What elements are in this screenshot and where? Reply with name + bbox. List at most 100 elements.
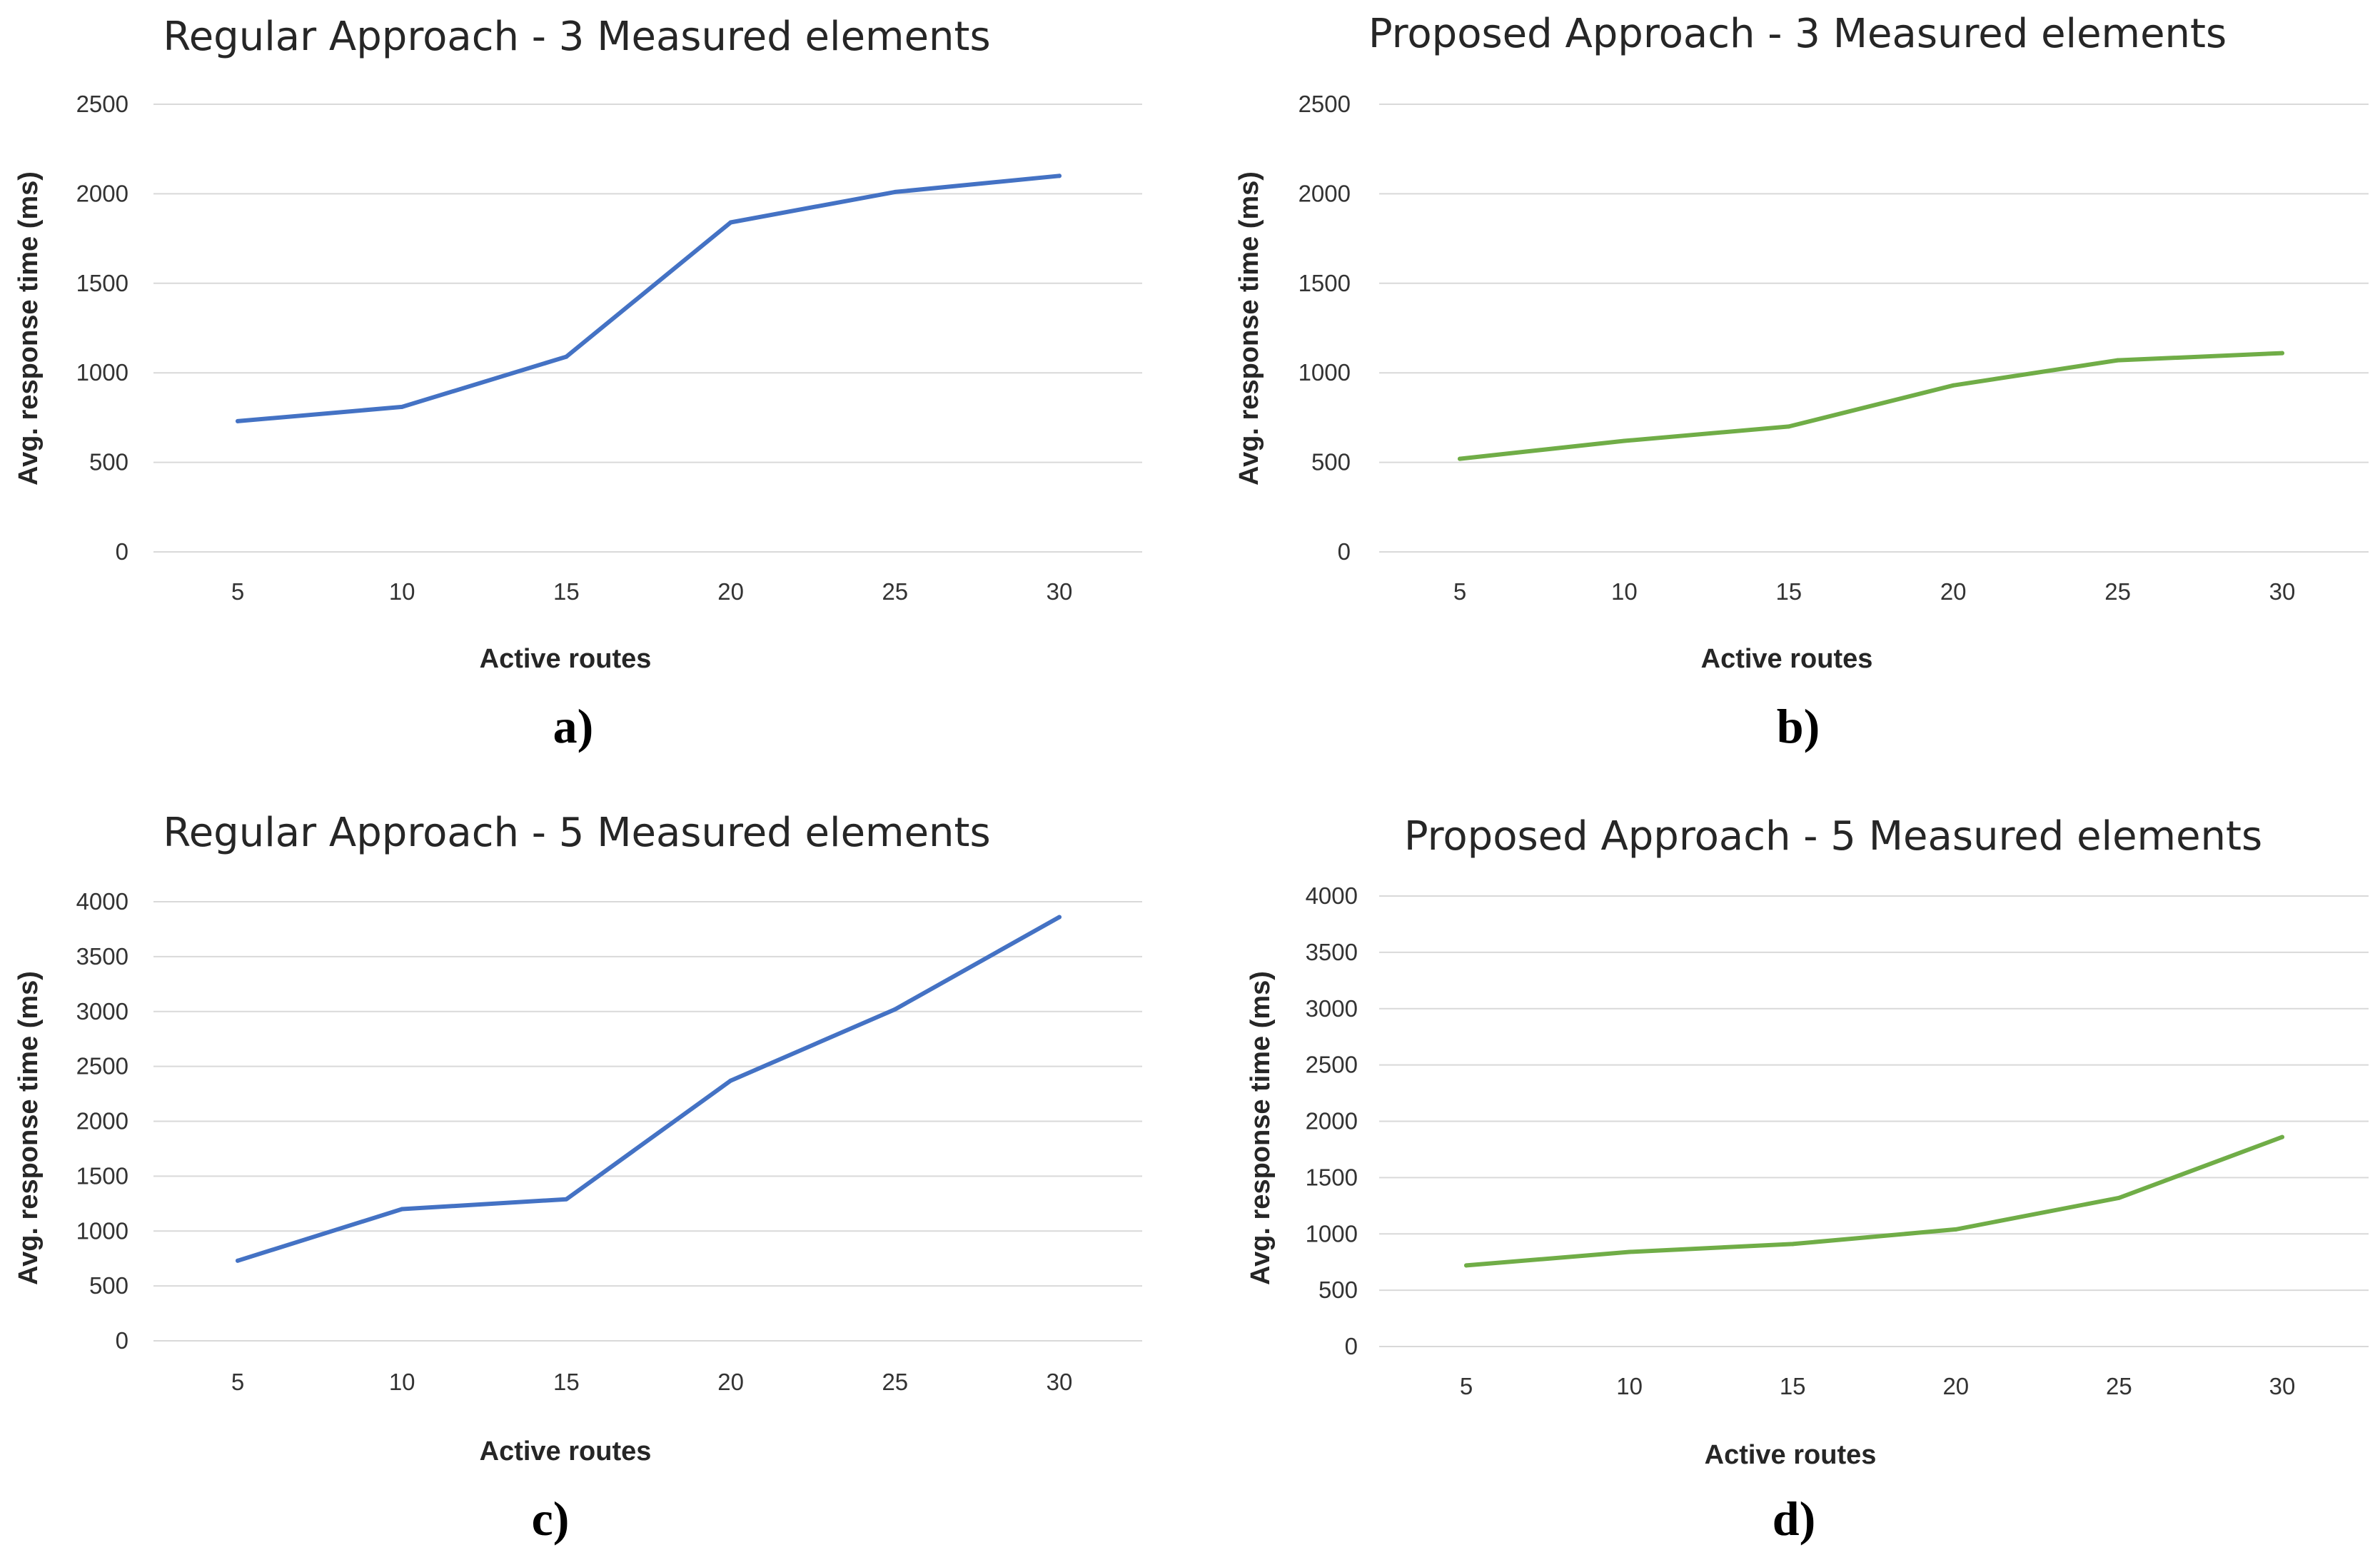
y-tick-label: 2000 <box>1299 180 1351 206</box>
y-tick-label: 500 <box>89 1272 128 1299</box>
y-tick-label: 1000 <box>76 359 128 386</box>
x-tick-label: 30 <box>2269 1373 2296 1399</box>
x-tick-label: 20 <box>1940 578 1967 605</box>
y-axis-label: Avg. response time (ms) <box>14 971 44 1285</box>
y-tick-label: 500 <box>89 449 128 475</box>
x-tick-label: 10 <box>1611 578 1638 605</box>
data-point <box>564 1197 569 1202</box>
chart-title: Proposed Approach - 3 Measured elements <box>1368 11 2227 57</box>
y-axis-label: Avg. response time (ms) <box>14 171 44 485</box>
chart-panel: Regular Approach - 3 Measured elements 0 5… <box>14 14 1142 753</box>
x-tick-label: 10 <box>389 1369 415 1395</box>
series-line <box>236 915 1062 1263</box>
x-tick-label: 5 <box>1453 578 1466 605</box>
y-tick-label: 2000 <box>76 1108 128 1134</box>
y-tick-label: 2000 <box>1306 1108 1358 1134</box>
y-tick-label: 2500 <box>1299 91 1351 117</box>
x-tick-label: 25 <box>882 1369 908 1395</box>
data-point <box>1458 456 1462 461</box>
data-point <box>728 1078 733 1083</box>
series-line <box>1464 1134 2284 1268</box>
x-axis-label: Active routes <box>480 644 652 674</box>
data-point <box>1951 383 1956 388</box>
y-tick-label: 0 <box>1345 1333 1358 1359</box>
data-point <box>400 404 405 409</box>
y-tick-label: 0 <box>116 538 128 565</box>
chart-panel: Regular Approach - 5 Measured elements 0 5… <box>14 810 1142 1546</box>
data-point <box>1464 1263 1468 1268</box>
y-axis-label: Avg. response time (ms) <box>1246 971 1276 1285</box>
y-tick-label: 3000 <box>1306 995 1358 1022</box>
y-tick-label: 0 <box>1338 538 1351 565</box>
x-axis-label: Active routes <box>480 1436 652 1466</box>
data-point <box>2280 351 2284 356</box>
data-point <box>400 1207 405 1212</box>
x-tick-label: 30 <box>1047 1369 1073 1395</box>
x-tick-label: 5 <box>1460 1373 1473 1399</box>
y-tick-label: 1500 <box>1306 1164 1358 1190</box>
y-tick-label: 2000 <box>76 180 128 206</box>
y-tick-label: 4000 <box>76 888 128 915</box>
data-point <box>236 1258 240 1263</box>
chart-title: Regular Approach - 5 Measured elements <box>163 810 990 856</box>
x-tick-label: 30 <box>1047 578 1073 605</box>
series-line <box>1458 351 2284 461</box>
x-tick-label: 15 <box>553 578 580 605</box>
data-point <box>2280 1134 2284 1139</box>
x-tick-label: 5 <box>231 578 244 605</box>
data-point <box>892 189 897 194</box>
y-tick-label: 1000 <box>1306 1220 1358 1247</box>
data-point <box>564 354 569 359</box>
data-point <box>728 220 733 225</box>
data-point <box>1953 1227 1958 1232</box>
y-tick-label: 500 <box>1311 449 1351 475</box>
data-point <box>892 1007 897 1012</box>
x-tick-label: 10 <box>389 578 415 605</box>
x-tick-label: 15 <box>553 1369 580 1395</box>
x-axis-label: Active routes <box>1705 1440 1877 1470</box>
y-tick-label: 3500 <box>76 943 128 970</box>
panel-label: c) <box>532 1491 570 1546</box>
data-point <box>1627 1249 1632 1254</box>
data-point <box>1786 424 1791 429</box>
chart-title: Regular Approach - 3 Measured elements <box>163 14 990 60</box>
x-tick-label: 30 <box>2269 578 2296 605</box>
y-tick-label: 2500 <box>1306 1052 1358 1078</box>
y-tick-label: 2500 <box>76 1053 128 1080</box>
series-line <box>236 173 1062 423</box>
y-tick-label: 500 <box>1318 1277 1358 1303</box>
y-tick-label: 1500 <box>76 1162 128 1189</box>
y-tick-label: 1500 <box>76 270 128 296</box>
y-tick-label: 1000 <box>1299 359 1351 386</box>
data-point <box>1790 1242 1795 1247</box>
data-point <box>2115 358 2120 363</box>
panel-label: b) <box>1777 699 1820 753</box>
y-tick-label: 1000 <box>76 1217 128 1244</box>
chart-panel: Proposed Approach - 5 Measured elements 0… <box>1246 813 2369 1546</box>
y-tick-label: 3000 <box>76 998 128 1025</box>
y-tick-label: 2500 <box>76 91 128 117</box>
x-tick-label: 25 <box>2106 1373 2132 1399</box>
x-tick-label: 25 <box>882 578 908 605</box>
y-tick-label: 0 <box>116 1327 128 1354</box>
x-tick-label: 20 <box>717 578 744 605</box>
data-point <box>236 418 240 423</box>
panel-label: d) <box>1773 1491 1815 1546</box>
x-tick-label: 20 <box>717 1369 744 1395</box>
y-tick-label: 3500 <box>1306 939 1358 965</box>
chart-panel: Proposed Approach - 3 Measured elements 0… <box>1234 11 2369 753</box>
y-tick-label: 4000 <box>1306 882 1358 909</box>
chart-title: Proposed Approach - 5 Measured elements <box>1404 813 2262 860</box>
data-point <box>1057 915 1062 920</box>
y-tick-label: 1500 <box>1299 270 1351 296</box>
x-tick-label: 15 <box>1775 578 1802 605</box>
x-tick-label: 25 <box>2104 578 2131 605</box>
x-axis-label: Active routes <box>1701 644 1873 674</box>
y-axis-label: Avg. response time (ms) <box>1234 171 1264 485</box>
x-tick-label: 10 <box>1616 1373 1643 1399</box>
x-tick-label: 20 <box>1942 1373 1969 1399</box>
x-tick-label: 15 <box>1780 1373 1806 1399</box>
x-tick-label: 5 <box>231 1369 244 1395</box>
data-point <box>1057 173 1062 178</box>
